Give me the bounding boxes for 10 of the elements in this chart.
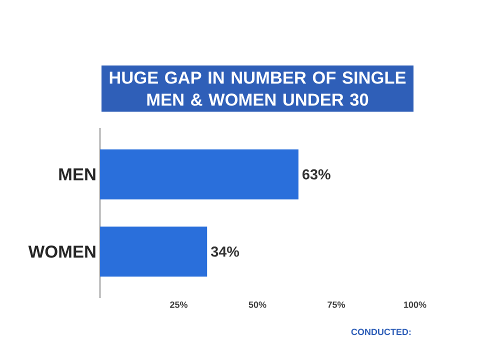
data-label: 34% (210, 246, 240, 257)
chart-title: HUGE GAP IN NUMBER OF SINGLE MEN & WOMEN UNDER 30 (110, 72, 406, 106)
data-label: 63% (302, 169, 330, 180)
text: CONDUCTED: (351, 328, 411, 336)
x-tick-label: 100% (404, 302, 426, 308)
x-tick-label: 50% (248, 302, 266, 308)
x-tick-label: 25% (170, 302, 188, 308)
x-tick-label: 75% (328, 302, 346, 308)
y-tick-label: WOMEN (28, 246, 96, 258)
y-tick-label: MEN (59, 168, 96, 180)
